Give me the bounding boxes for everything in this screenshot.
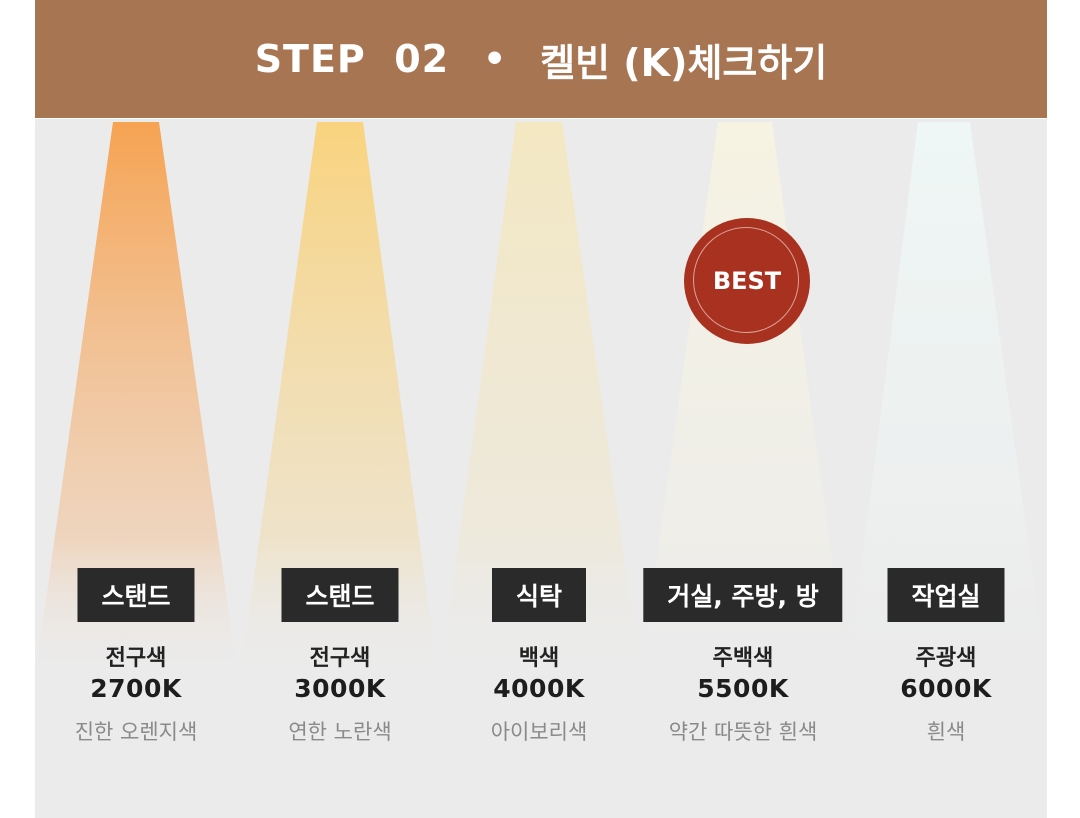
kelvin-value: 3000K xyxy=(294,674,386,703)
kelvin-value: 4000K xyxy=(493,674,585,703)
beam-5500k xyxy=(640,122,848,678)
kelvin-value: 6000K xyxy=(900,674,992,703)
step-title: 켈빈 (K)체크하기 xyxy=(540,40,828,85)
best-badge-label: BEST xyxy=(712,267,782,295)
beam-4000k xyxy=(440,122,641,678)
color-description: 아이보리색 xyxy=(490,720,588,744)
place-label: 스탠드 xyxy=(281,568,399,622)
column-5500k: 거실, 주방, 방 주백색 5500K 약간 따뜻한 흰색 xyxy=(643,118,843,818)
kelvin-value: 2700K xyxy=(90,674,182,703)
beam-3000k xyxy=(240,122,438,678)
best-badge: BEST xyxy=(684,218,810,344)
column-3000k: 스탠드 전구색 3000K 연한 노란색 xyxy=(250,118,430,818)
bullet-separator: • xyxy=(483,38,507,80)
column-6000k: 작업실 주광색 6000K 흰색 xyxy=(856,118,1036,818)
color-type: 백색 xyxy=(518,646,560,671)
column-2700k: 스탠드 전구색 2700K 진한 오렌지색 xyxy=(46,118,226,818)
place-label: 식탁 xyxy=(491,568,587,622)
color-type: 주광색 xyxy=(915,646,977,671)
color-description: 진한 오렌지색 xyxy=(74,720,198,744)
kelvin-value: 5500K xyxy=(697,674,789,703)
place-label: 거실, 주방, 방 xyxy=(643,568,843,622)
step-header: STEP 02 • 켈빈 (K)체크하기 xyxy=(35,0,1047,118)
color-type: 주백색 xyxy=(712,646,774,671)
column-4000k: 식탁 백색 4000K 아이보리색 xyxy=(449,118,629,818)
color-description: 약간 따뜻한 흰색 xyxy=(668,720,818,744)
place-label: 스탠드 xyxy=(77,568,195,622)
best-badge-ring xyxy=(693,227,799,333)
step-number: STEP 02 xyxy=(254,37,450,81)
place-label: 작업실 xyxy=(887,568,1005,622)
color-type: 전구색 xyxy=(105,646,167,671)
color-description: 흰색 xyxy=(926,720,966,744)
beam-2700k xyxy=(35,122,238,678)
light-beams: 스탠드 전구색 2700K 진한 오렌지색 스탠드 전구색 3000K 연한 노… xyxy=(35,118,1047,818)
color-description: 연한 노란색 xyxy=(288,720,392,744)
beam-6000k xyxy=(847,122,1047,678)
color-type: 전구색 xyxy=(309,646,371,671)
kelvin-guide-panel: STEP 02 • 켈빈 (K)체크하기 xyxy=(35,0,1047,818)
